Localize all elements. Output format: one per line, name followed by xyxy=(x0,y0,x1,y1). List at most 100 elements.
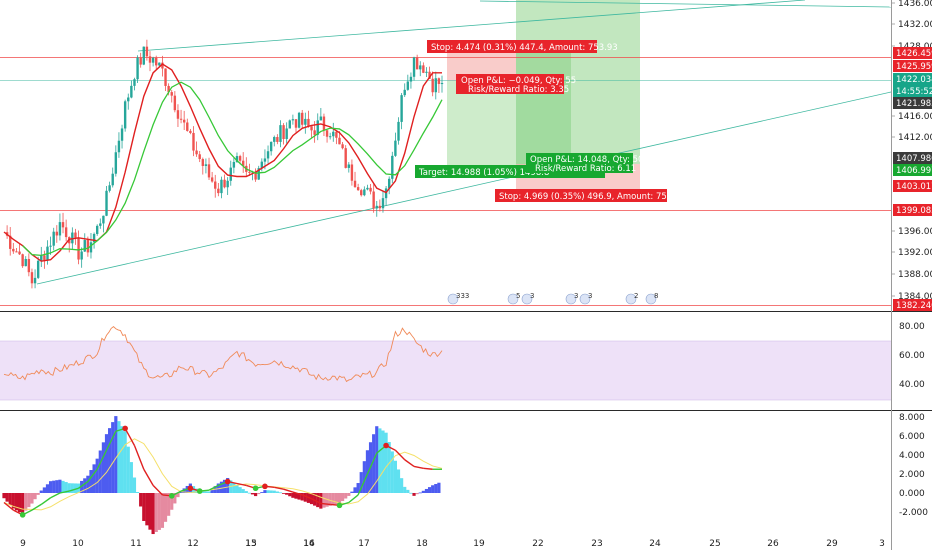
candle-body[interactable] xyxy=(120,128,124,141)
candle-body[interactable] xyxy=(114,152,118,174)
candle-body[interactable] xyxy=(431,78,434,93)
macd-cross-dot[interactable] xyxy=(383,442,389,449)
candle-body[interactable] xyxy=(273,137,276,142)
macd-cross-dot[interactable] xyxy=(252,485,259,492)
candle-body[interactable] xyxy=(12,248,15,252)
candle-body[interactable] xyxy=(375,205,378,209)
candle-body[interactable] xyxy=(40,255,43,261)
candle-body[interactable] xyxy=(214,181,217,189)
candle-body[interactable] xyxy=(167,85,170,93)
candle-body[interactable] xyxy=(111,173,114,186)
candle-body[interactable] xyxy=(347,164,351,168)
candle-body[interactable] xyxy=(33,277,37,284)
candle-body[interactable] xyxy=(102,215,105,224)
candle-body[interactable] xyxy=(21,254,24,267)
macd-signal-line[interactable] xyxy=(3,438,443,511)
macd-cross-dot[interactable] xyxy=(196,488,203,494)
candle-body[interactable] xyxy=(397,121,400,141)
candle-body[interactable] xyxy=(95,225,99,234)
event-marker-icon[interactable] xyxy=(507,293,519,305)
candle-body[interactable] xyxy=(353,180,357,188)
candle-body[interactable] xyxy=(130,85,133,98)
candle-body[interactable] xyxy=(223,179,226,188)
candle-body[interactable] xyxy=(136,57,139,80)
macd-axis[interactable]: 8.000 6.000 4.000 2.000 0.000 -2.000 xyxy=(899,413,928,518)
time-axis[interactable]: 9 10 11 12 13 14 15 16 17 18 19 22 23 24 25 26 29 3 xyxy=(20,539,885,549)
candle-body[interactable] xyxy=(266,151,270,159)
candle-body[interactable] xyxy=(61,222,65,228)
candle-body[interactable] xyxy=(198,154,201,160)
candle-body[interactable] xyxy=(406,81,410,90)
candle-body[interactable] xyxy=(226,180,229,188)
candle-body[interactable] xyxy=(440,83,444,85)
candle-body[interactable] xyxy=(310,126,313,131)
candle-body[interactable] xyxy=(148,56,152,63)
candle-body[interactable] xyxy=(254,171,257,180)
candle-body[interactable] xyxy=(344,148,347,168)
event-marker-icon[interactable] xyxy=(645,293,657,305)
candle-body[interactable] xyxy=(176,110,180,119)
ma-fast-line[interactable] xyxy=(22,81,443,257)
candle-body[interactable] xyxy=(366,187,369,190)
candle-body[interactable] xyxy=(403,89,406,96)
macd-cross-dot[interactable] xyxy=(187,485,194,492)
rsi-axis[interactable]: 80.00 60.00 40.00 xyxy=(899,322,925,390)
candle-body[interactable] xyxy=(189,130,192,133)
position-zones[interactable] xyxy=(447,0,640,201)
candle-body[interactable] xyxy=(43,255,46,261)
trend-line-lower[interactable] xyxy=(36,91,892,285)
trend-channel[interactable] xyxy=(36,0,892,285)
candle-body[interactable] xyxy=(409,76,413,82)
candle-body[interactable] xyxy=(269,141,273,152)
candle-body[interactable] xyxy=(369,187,372,192)
candle-body[interactable] xyxy=(229,167,232,181)
candle-body[interactable] xyxy=(248,171,251,173)
price-axis[interactable]: 1436.0001432.0001428.0001416.0001412.000… xyxy=(891,0,932,302)
candlestick-series[interactable] xyxy=(5,39,444,289)
trend-line-upper[interactable] xyxy=(137,0,806,52)
candle-body[interactable] xyxy=(363,189,366,196)
candle-body[interactable] xyxy=(316,120,319,135)
candle-body[interactable] xyxy=(412,57,416,77)
candle-body[interactable] xyxy=(332,131,335,137)
candle-body[interactable] xyxy=(372,191,375,209)
candle-body[interactable] xyxy=(133,79,136,86)
candle-body[interactable] xyxy=(307,118,310,127)
candle-body[interactable] xyxy=(18,251,21,255)
candle-body[interactable] xyxy=(55,231,59,236)
candle-body[interactable] xyxy=(263,158,267,162)
candle-body[interactable] xyxy=(99,223,102,226)
macd-histogram[interactable] xyxy=(2,416,441,535)
macd-cross-dot[interactable] xyxy=(262,483,268,490)
candle-body[interactable] xyxy=(235,156,239,163)
candle-body[interactable] xyxy=(15,251,18,253)
candle-body[interactable] xyxy=(30,272,34,284)
candle-body[interactable] xyxy=(89,242,93,253)
candle-body[interactable] xyxy=(161,62,164,69)
candle-body[interactable] xyxy=(220,179,223,194)
candle-body[interactable] xyxy=(49,245,52,247)
candle-body[interactable] xyxy=(164,68,167,86)
candle-body[interactable] xyxy=(232,162,236,168)
candle-body[interactable] xyxy=(276,137,279,142)
event-marker-icon[interactable] xyxy=(579,293,591,305)
candle-body[interactable] xyxy=(92,233,96,243)
macd-cross-dot[interactable] xyxy=(122,425,128,432)
candle-body[interactable] xyxy=(381,198,385,209)
candle-body[interactable] xyxy=(71,232,74,244)
candle-body[interactable] xyxy=(145,46,149,57)
candle-body[interactable] xyxy=(285,128,288,139)
event-marker-icon[interactable] xyxy=(625,293,637,305)
candle-body[interactable] xyxy=(356,187,360,191)
level-lines[interactable] xyxy=(0,57,891,306)
candle-body[interactable] xyxy=(294,119,298,128)
event-markers[interactable]: 333 5 3 3 3 2 8 xyxy=(447,292,658,305)
candle-body[interactable] xyxy=(192,132,195,151)
candle-body[interactable] xyxy=(24,258,27,267)
candle-body[interactable] xyxy=(425,71,428,73)
candle-body[interactable] xyxy=(83,240,86,252)
candle-body[interactable] xyxy=(360,190,363,196)
candle-body[interactable] xyxy=(201,159,205,166)
candle-body[interactable] xyxy=(58,222,62,236)
macd-cross-dot[interactable] xyxy=(224,478,231,485)
